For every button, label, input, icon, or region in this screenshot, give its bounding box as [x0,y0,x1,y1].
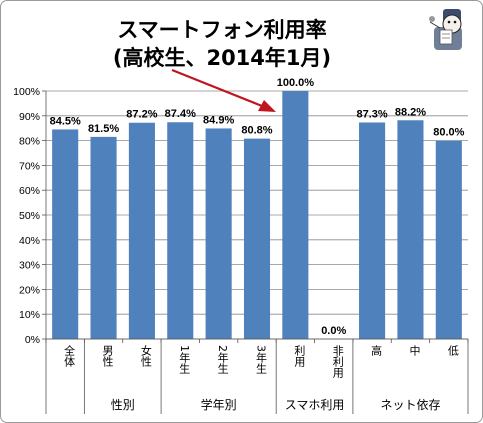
data-label: 87.3% [356,108,387,120]
data-label: 87.4% [165,108,196,120]
category-label: 利用 [293,345,306,368]
y-tick-label: 40% [19,235,40,247]
bar [397,120,424,339]
y-tick-label: 10% [19,309,40,321]
group-label: ネット依存 [380,397,440,412]
chart-title-line2: (高校生、2014年1月) [113,46,331,70]
y-tick-label: 0% [25,334,40,346]
data-label: 84.5% [50,115,81,127]
chart-title-line1: スマートフォン利用率 [117,18,326,42]
data-label: 84.9% [203,114,234,126]
category-label: 全体 [63,344,76,367]
group-label: スマホ利用 [285,398,345,412]
data-label: 0.0% [321,325,346,337]
data-label: 88.2% [395,106,426,118]
y-tick-label: 60% [19,185,40,197]
category-label: 2年生 [216,345,229,374]
bar [167,122,194,339]
group-label: 性別 [111,398,135,412]
data-labels: 84.5% 81.5% 87.2% 87.4% 84.9% 80.8% 100.0% 0.0%… [50,77,465,337]
category-labels: 全体 男性 女性 1年生 2年生 3年生 利用 非利用 高 中 低 [63,344,460,379]
data-label: 87.2% [126,109,157,121]
category-label: 1年生 [178,345,191,374]
y-tick-label: 30% [19,260,40,272]
bar [243,138,271,339]
category-label: 女性 [139,344,152,368]
category-label: 3年生 [255,345,268,374]
y-tick-label: 100% [13,86,40,98]
category-label: 非利用 [331,345,344,379]
x-axis [45,338,469,414]
data-label: 81.5% [88,123,119,135]
y-axis-ticks: 0% 10% 20% 30% 40% 50% 60% 70% 80% 90% 100% [13,86,47,346]
group-label: 学年別 [201,397,237,412]
mascot-icon [429,9,462,50]
category-label: 高 [370,344,383,357]
bar [90,136,117,339]
bar [205,128,232,339]
data-label: 80.0% [433,127,464,139]
data-label: 100.0% [277,77,315,89]
bars [52,91,462,339]
bar [128,122,155,339]
y-tick-label: 80% [19,136,40,148]
category-label: 男性 [101,345,114,368]
bar [359,122,386,339]
bar [52,129,79,339]
category-label: 低 [446,345,459,357]
y-tick-label: 20% [19,284,40,296]
group-labels: 性別 学年別 スマホ利用 ネット依存 [111,397,441,412]
bar [282,91,309,339]
highlight-arrow [171,68,276,112]
y-tick-label: 90% [19,111,40,123]
arrow-head [258,100,276,112]
y-tick-label: 50% [19,210,40,222]
bar [435,140,462,339]
data-label: 80.8% [241,125,272,137]
arrow-shaft [171,68,263,108]
y-tick-label: 70% [19,160,40,172]
category-label: 中 [408,345,421,356]
